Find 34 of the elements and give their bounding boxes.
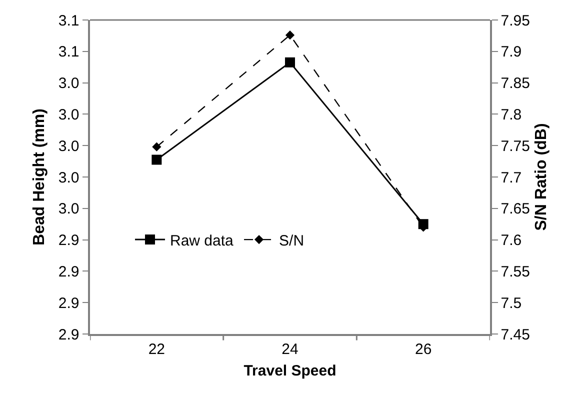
y2-tick-label: 7.55 xyxy=(500,263,530,280)
y-tick-label: 3.0 xyxy=(58,169,80,186)
y-tick-label: 3.1 xyxy=(58,12,80,30)
y-axis-title: Bead Height (mm) xyxy=(30,108,48,246)
y2-tick-label: 7.8 xyxy=(500,106,522,124)
y2-tick-label: 7.9 xyxy=(500,44,522,61)
y-tick-label: 2.9 xyxy=(58,326,80,344)
y2-tick-label: 7.45 xyxy=(500,326,530,344)
y2-tick-label: 7.5 xyxy=(500,294,522,312)
y-tick-label: 2.9 xyxy=(58,232,80,250)
x-tick-label: 24 xyxy=(282,340,298,358)
point xyxy=(285,57,295,68)
x-tick-label: 26 xyxy=(414,340,432,358)
y2-tick-label: 7.6 xyxy=(500,232,522,250)
point xyxy=(152,142,162,152)
y2-tick-label: 7.95 xyxy=(500,12,530,30)
y2-tick-label: 7.75 xyxy=(500,138,530,155)
y-tick-label: 3.0 xyxy=(58,200,80,218)
y2-tick-label: 7.85 xyxy=(500,75,530,92)
point xyxy=(152,154,162,165)
y2-tick-label: 7.7 xyxy=(500,169,522,186)
legend-label: Raw data xyxy=(170,232,234,250)
x-axis-title: Travel Speed xyxy=(244,362,336,380)
y2-axis-title: S/N Ratio (dB) xyxy=(533,123,550,231)
y-tick-label: 2.9 xyxy=(58,263,80,280)
y-tick-label: 3.1 xyxy=(58,44,80,61)
point xyxy=(285,30,295,40)
y-tick-label: 3.0 xyxy=(58,138,80,155)
x-tick-label: 22 xyxy=(148,340,166,358)
y-tick-label: 2.9 xyxy=(58,294,80,312)
legend-label: S/N xyxy=(279,232,304,250)
y-tick-label: 3.0 xyxy=(58,106,80,124)
y-tick-label: 3.0 xyxy=(58,75,80,92)
y2-tick-label: 7.65 xyxy=(500,200,530,218)
